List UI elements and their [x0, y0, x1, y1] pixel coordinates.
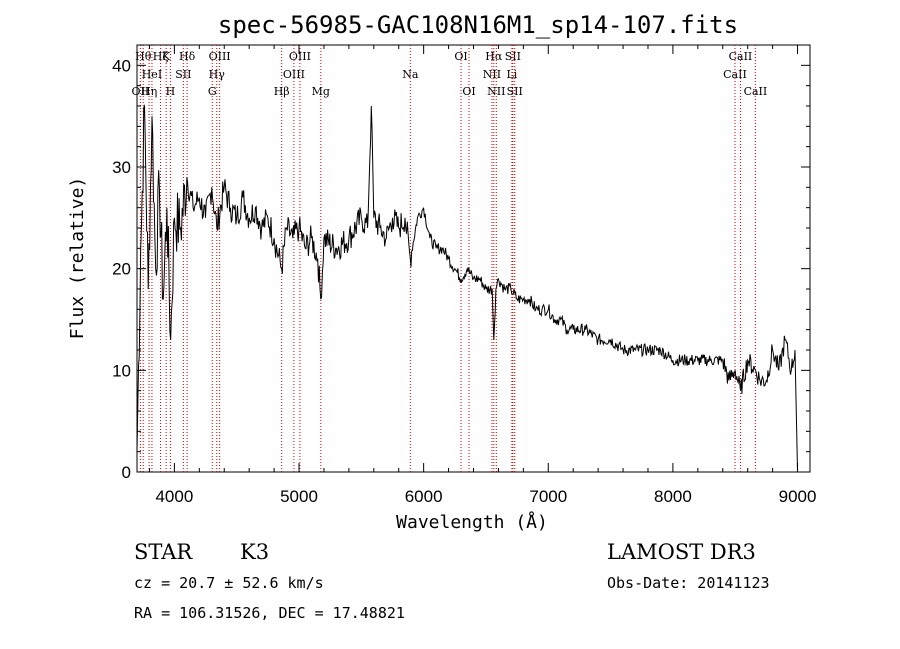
redshift-readout: cz = 20.7 ± 52.6 km/s — [134, 574, 324, 592]
line-marker-label: HeI — [142, 68, 162, 81]
line-marker-label: SII — [507, 85, 523, 98]
line-marker-label: G — [208, 85, 217, 98]
plot-frame — [136, 44, 811, 473]
line-marker-label: Na — [402, 68, 419, 81]
line-marker-label: K — [162, 50, 171, 63]
coordinates: RA = 106.31526, DEC = 17.48821 — [134, 604, 405, 622]
line-marker-label: Li — [506, 68, 517, 81]
x-tick-label: 5000 — [280, 487, 318, 506]
spectrum-line — [136, 104, 798, 473]
line-marker-label: OIII — [283, 68, 305, 81]
line-marker-label: OI — [454, 50, 467, 63]
object-class: STAR — [134, 540, 193, 564]
line-marker-label: H — [166, 85, 176, 98]
line-marker-label: OIII — [289, 50, 311, 63]
axis-ticks: 4000 5000 6000 7000 8000 9000 0 10 20 30 40 — [112, 44, 817, 506]
chart-title: spec-56985-GAC108N16M1_sp14-107.fits — [218, 11, 738, 39]
line-marker-label: NII — [483, 68, 501, 81]
y-tick-label: 20 — [112, 260, 131, 279]
x-axis-label: Wavelength (Å) — [396, 511, 548, 533]
line-marker-label: Mg — [312, 85, 330, 98]
line-marker-label: Hβ — [274, 85, 290, 98]
line-marker-label: Hθ — [135, 50, 152, 63]
survey-name: LAMOST DR3 — [607, 540, 756, 564]
line-marker-label: OIII — [209, 50, 231, 63]
line-marker-label: Hα — [485, 50, 503, 63]
line-marker-label: NII — [487, 85, 505, 98]
line-marker-label: SII — [175, 68, 191, 81]
x-tick-label: 9000 — [779, 487, 817, 506]
y-tick-label: 40 — [112, 56, 131, 75]
y-axis-label: Flux (relative) — [67, 177, 88, 340]
x-tick-label: 6000 — [405, 487, 443, 506]
y-tick-label: 30 — [112, 158, 131, 177]
x-tick-label: 8000 — [654, 487, 692, 506]
line-marker-label: Hη — [141, 85, 157, 98]
line-marker-label: OII — [132, 85, 150, 98]
line-marker-label: Hγ — [209, 68, 226, 81]
line-marker-label: CaII — [729, 50, 753, 63]
line-marker-label: Hδ — [179, 50, 196, 63]
x-tick-label: 4000 — [155, 487, 193, 506]
obs-date: Obs-Date: 20141123 — [607, 574, 770, 592]
y-tick-label: 0 — [122, 463, 131, 482]
x-tick-label: 7000 — [529, 487, 567, 506]
line-marker-label: CaII — [744, 85, 768, 98]
line-marker-label: Hζ — [153, 50, 169, 63]
spectral-subclass: K3 — [240, 540, 270, 564]
line-marker-label: OI — [462, 85, 475, 98]
line-marker-label: CaII — [723, 68, 747, 81]
line-marker-label: SII — [505, 50, 521, 63]
y-tick-label: 10 — [112, 361, 131, 380]
